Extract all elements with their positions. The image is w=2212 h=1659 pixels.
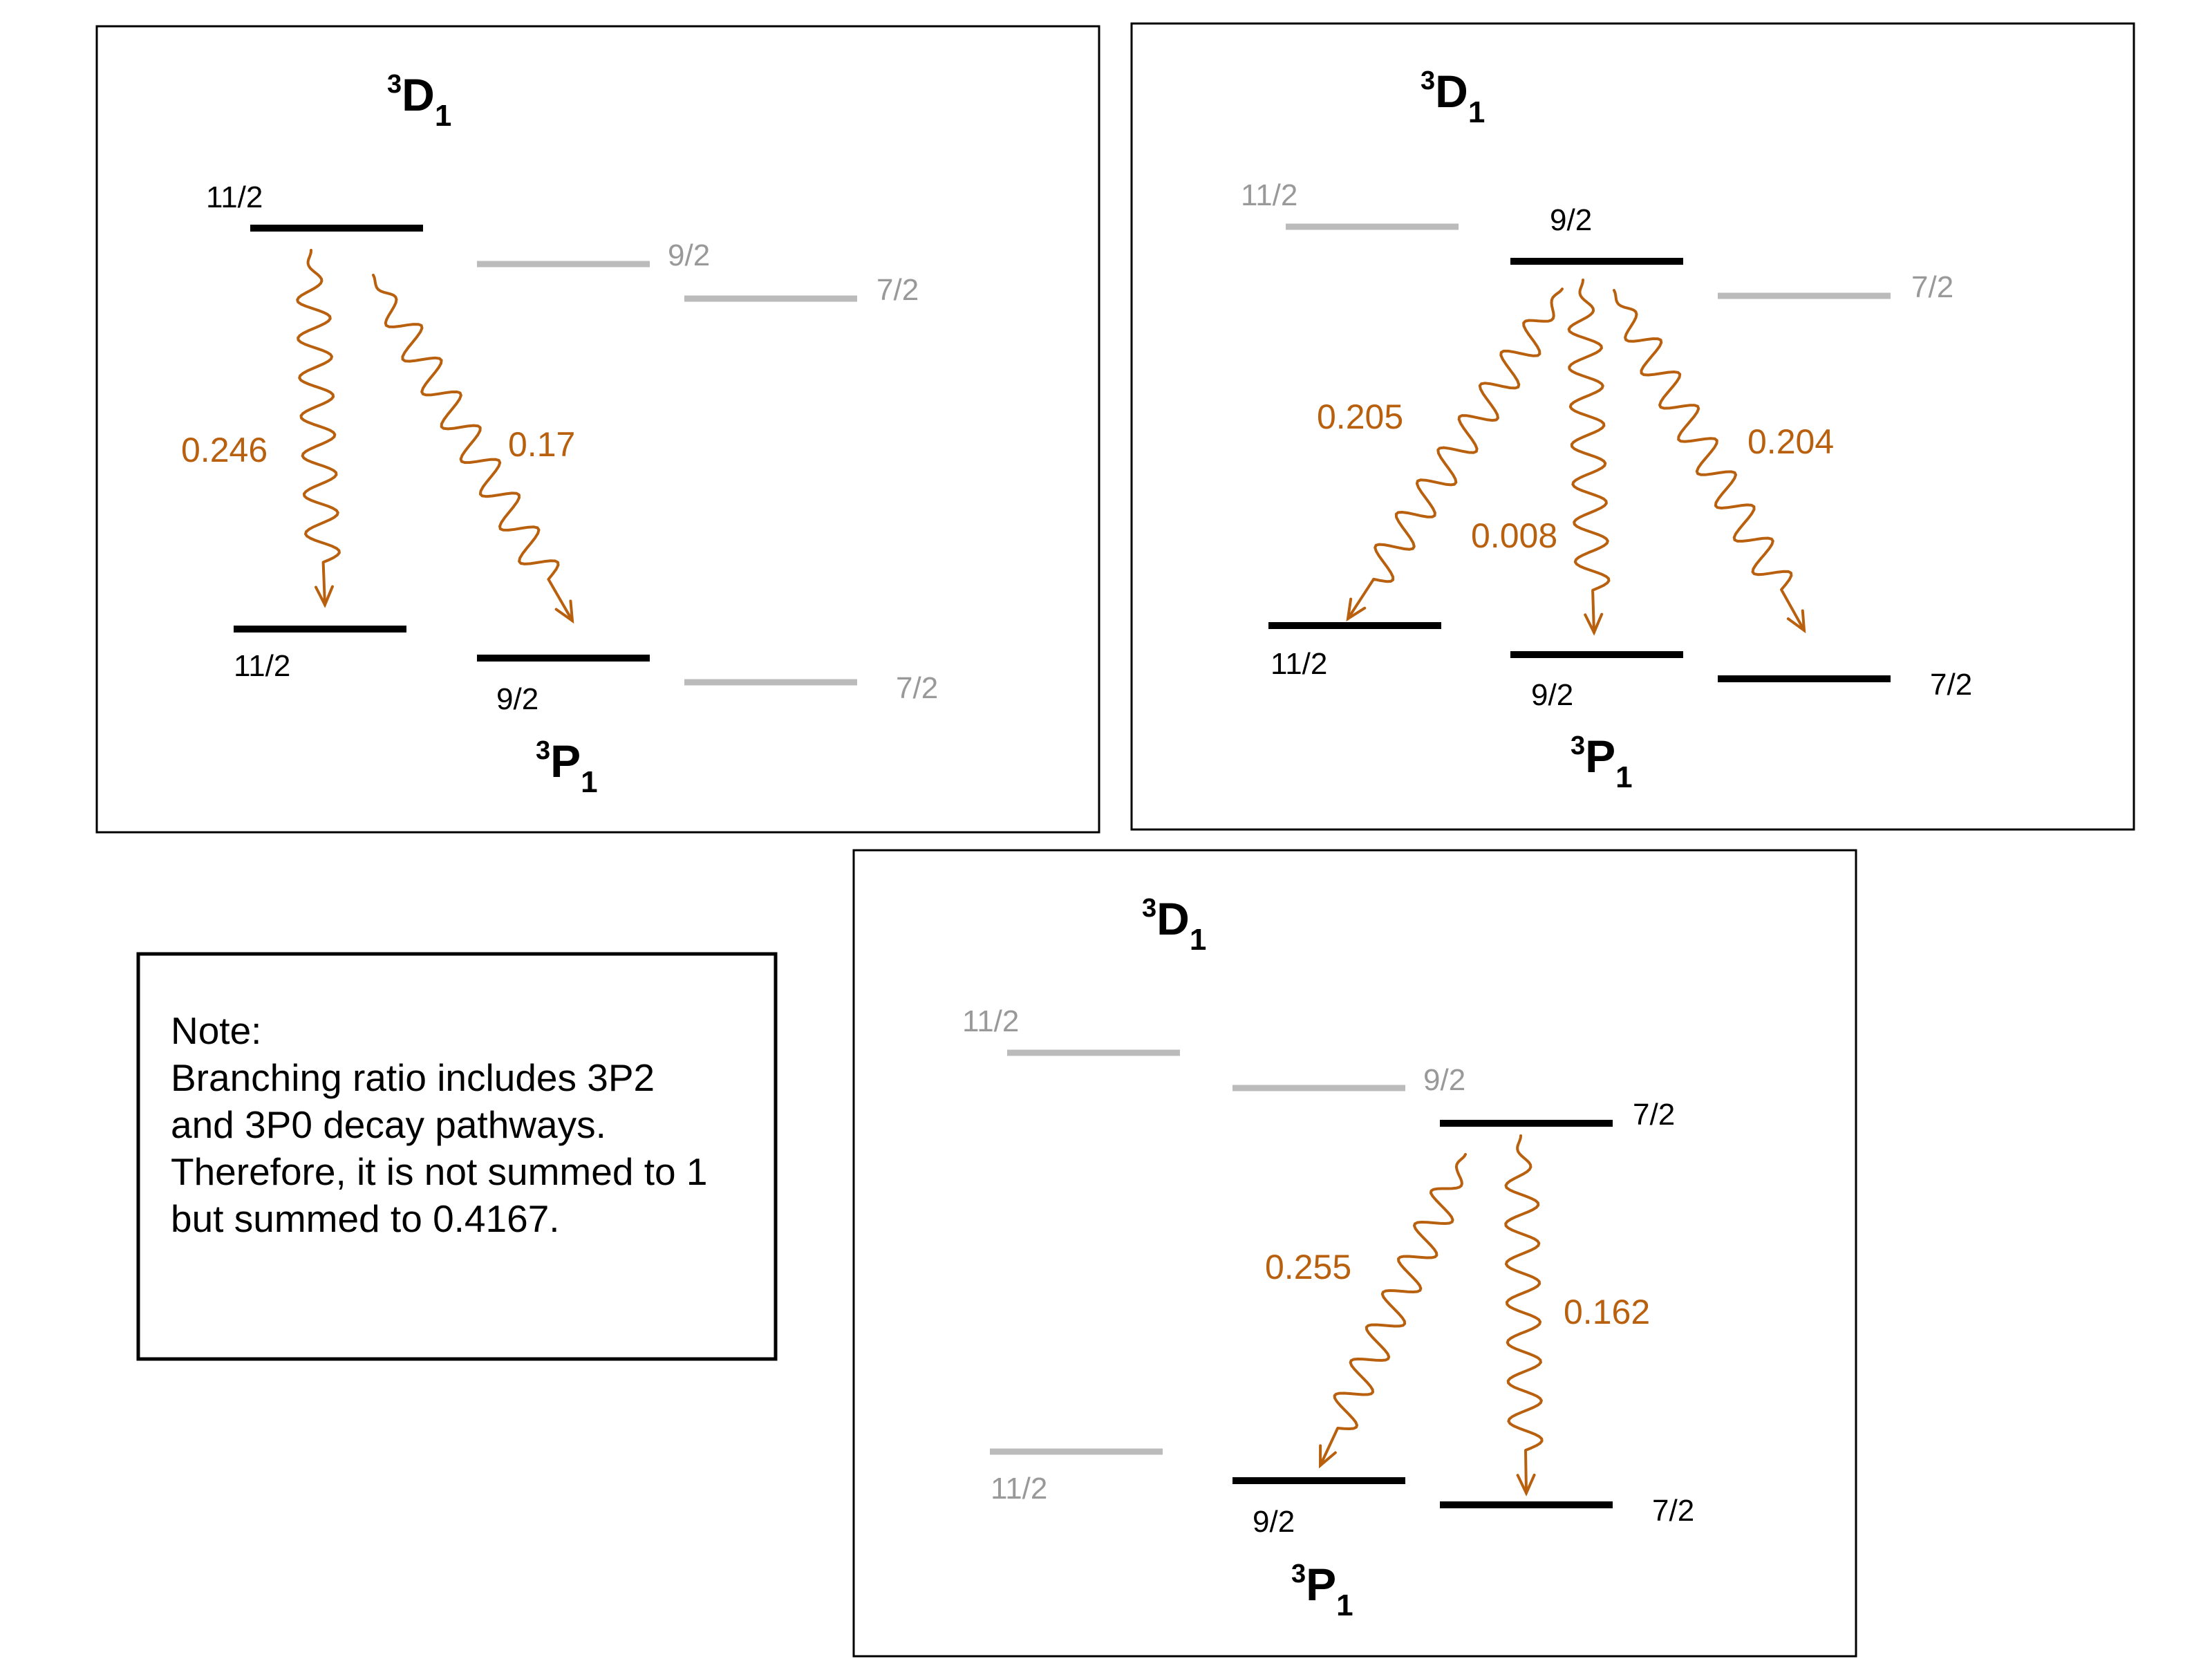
panel-2-upper-level-label: 11/2	[1241, 178, 1297, 212]
arrowhead-icon	[1516, 1473, 1536, 1497]
panel-1-branching-ratio: 0.246	[181, 431, 268, 469]
panel-3-frame	[852, 849, 1857, 1658]
note-frame	[136, 952, 778, 1361]
arrowhead-icon	[1786, 609, 1806, 634]
panel-2-decay-arrow	[1346, 288, 1564, 622]
panel-2-frame	[1130, 22, 2135, 831]
panel-1-upper-term-sub: 1	[435, 99, 451, 133]
panel-1-lower-term: 3P1	[536, 735, 598, 799]
arrowhead-icon	[314, 585, 334, 608]
panel-2-upper-term-sup: 3	[1421, 66, 1435, 95]
note-line-1: Note:	[171, 1009, 261, 1052]
wavy-arrow-line	[1347, 288, 1564, 620]
panel-3-lower-term-sub: 1	[1336, 1588, 1353, 1622]
panel-3-lower-level-label: 11/2	[991, 1472, 1047, 1506]
panel-1-lower-term-sup: 3	[536, 736, 550, 765]
panel-2-upper-level-label: 7/2	[1911, 270, 1953, 304]
wavy-arrow-line	[296, 249, 341, 606]
panel-3-upper-level-label: 9/2	[1423, 1063, 1465, 1097]
panel-2-decay-arrow	[1567, 279, 1611, 636]
wavy-arrow-line	[1319, 1153, 1467, 1467]
panel-1-decay-arrow	[372, 274, 574, 624]
panel-1-decay-arrow	[296, 249, 341, 608]
panel-1-frame	[95, 25, 1100, 834]
panel-3-decay-arrow	[1318, 1153, 1467, 1469]
note-line-4: Therefore, it is not summed to 1	[171, 1150, 707, 1193]
panel-2-upper-term-letter: D	[1435, 66, 1468, 117]
wavy-arrow-line	[1504, 1134, 1544, 1494]
wavy-arrow-line	[1613, 289, 1806, 632]
panel-2-lower-term-sub: 1	[1615, 760, 1632, 794]
panel-3-lower-term-letter: P	[1306, 1559, 1336, 1610]
panel-1-lower-term-sub: 1	[581, 765, 597, 799]
panel-3-branching-ratio: 0.255	[1265, 1248, 1351, 1286]
panel-2-upper-term-sub: 1	[1468, 95, 1485, 129]
panel-2-lower-term: 3P1	[1571, 731, 1633, 794]
arrowhead-icon	[554, 599, 574, 624]
panel-1-lower-term-letter: P	[550, 735, 581, 787]
panel-1-lower-level-label: 11/2	[234, 649, 290, 683]
panel-1-lower-level-label: 7/2	[896, 671, 938, 705]
panel-2-lower-term-letter: P	[1585, 731, 1615, 782]
panel-2-upper-term: 3D1	[1421, 66, 1485, 129]
panel-2-lower-level-label: 9/2	[1531, 678, 1573, 712]
note-line-3: and 3P0 decay pathways.	[171, 1103, 606, 1146]
note-line-5: but summed to 0.4167.	[171, 1197, 560, 1240]
panel-2-branching-ratio: 0.204	[1747, 422, 1834, 461]
panel-1-lower-level-label: 9/2	[496, 682, 538, 716]
panel-3-lower-level-label: 7/2	[1652, 1494, 1694, 1528]
note-box: Note: Branching ratio includes 3P2 and 3…	[171, 1009, 707, 1240]
panel-2-lower-term-sup: 3	[1571, 731, 1585, 760]
arrowhead-icon	[1584, 612, 1604, 636]
panel-1-branching-ratio: 0.17	[508, 425, 575, 464]
panel-1-upper-level-label: 11/2	[206, 180, 263, 214]
panel-3-branching-ratio: 0.162	[1564, 1293, 1650, 1331]
panel-3-upper-level-label: 11/2	[962, 1004, 1019, 1038]
wavy-arrow-line	[372, 274, 574, 622]
panel-1-upper-term-letter: D	[402, 69, 435, 120]
panel-2-upper-level-label: 9/2	[1550, 203, 1592, 237]
note-line-2: Branching ratio includes 3P2	[171, 1056, 655, 1099]
panel-3-upper-term-letter: D	[1156, 893, 1190, 944]
panel-3-lower-term-sup: 3	[1291, 1559, 1306, 1588]
panel-1-upper-term-sup: 3	[387, 70, 402, 99]
panel-3-lower-term: 3P1	[1291, 1559, 1353, 1622]
panel-2-branching-ratio: 0.008	[1471, 516, 1557, 555]
panel-3-upper-term-sup: 3	[1142, 894, 1156, 923]
panel-3-upper-term: 3D1	[1142, 893, 1206, 957]
panel-2-decay-arrow	[1613, 289, 1806, 634]
arrowhead-icon	[1318, 1444, 1337, 1469]
panel-2-lower-level-label: 11/2	[1271, 647, 1327, 681]
panel-3-upper-level-label: 7/2	[1633, 1098, 1675, 1132]
panel-1-upper-term: 3D1	[387, 69, 451, 133]
panel-2-branching-ratio: 0.205	[1317, 397, 1403, 436]
panel-2-lower-level-label: 7/2	[1930, 668, 1972, 702]
wavy-arrow-line	[1567, 279, 1611, 634]
panel-3-upper-term-sub: 1	[1190, 923, 1206, 957]
panel-3-decay-arrow	[1504, 1134, 1544, 1497]
panel-3-lower-level-label: 9/2	[1253, 1505, 1295, 1539]
arrowhead-icon	[1346, 597, 1367, 622]
panel-1-upper-level-label: 7/2	[877, 273, 919, 307]
panel-1-upper-level-label: 9/2	[668, 238, 710, 272]
